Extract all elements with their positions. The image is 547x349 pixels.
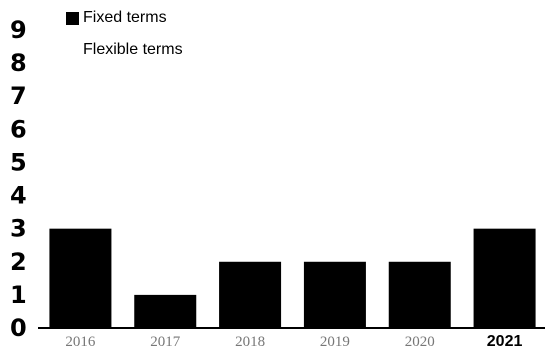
y-tick-label-6: 6 xyxy=(10,115,27,143)
bar-fixed-terms-2018 xyxy=(219,261,282,328)
legend-item-flexible-terms: Flexible terms xyxy=(66,40,183,60)
y-tick-label-9: 9 xyxy=(10,16,27,44)
y-tick-label-3: 3 xyxy=(10,215,27,243)
y-tick-label-8: 8 xyxy=(10,49,27,77)
bar-fixed-terms-2021 xyxy=(473,228,536,328)
y-tick-label-7: 7 xyxy=(10,82,27,110)
bar-fixed-terms-2017 xyxy=(134,294,197,328)
legend-label-fixed-terms: Fixed terms xyxy=(83,9,167,26)
x-tick-label-2017: 2017 xyxy=(150,334,181,349)
y-tick-label-0: 0 xyxy=(10,314,27,342)
x-tick-label-2019: 2019 xyxy=(320,334,350,349)
legend-item-fixed-terms: Fixed terms xyxy=(66,8,183,28)
y-tick-label-1: 1 xyxy=(10,281,27,309)
legend: Fixed terms Flexible terms xyxy=(66,8,183,72)
legend-swatch-flexible-terms xyxy=(66,43,79,57)
y-tick-label-2: 2 xyxy=(10,248,27,276)
y-tick-label-5: 5 xyxy=(10,148,27,176)
x-tick-label-2021: 2021 xyxy=(487,333,523,349)
y-tick-label-4: 4 xyxy=(10,182,27,210)
legend-swatch-fixed-terms xyxy=(66,11,79,25)
x-tick-label-2016: 2016 xyxy=(65,334,96,349)
bar-fixed-terms-2020 xyxy=(388,261,451,328)
legend-label-flexible-terms: Flexible terms xyxy=(83,41,183,58)
bar-fixed-terms-2016 xyxy=(49,228,112,328)
x-tick-label-2020: 2020 xyxy=(405,334,435,349)
bar-fixed-terms-2019 xyxy=(303,261,366,328)
x-tick-label-2018: 2018 xyxy=(235,334,265,349)
